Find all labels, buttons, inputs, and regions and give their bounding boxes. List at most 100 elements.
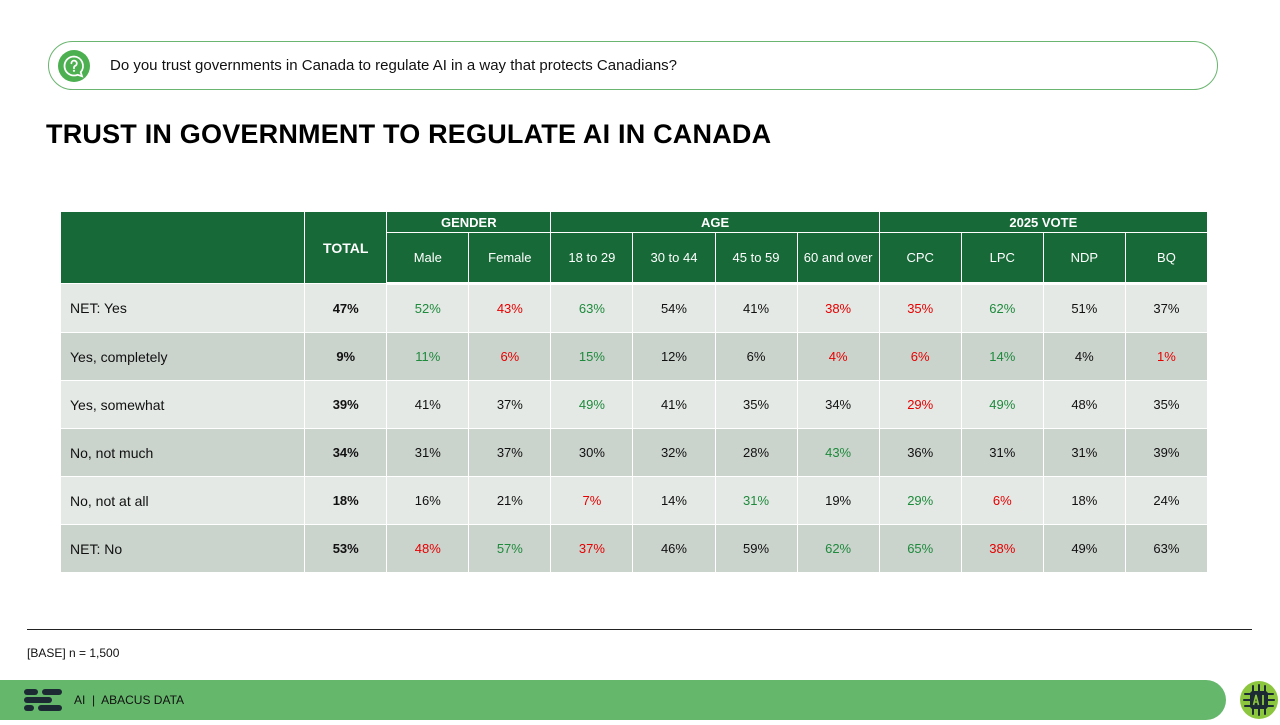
value-cell: 41% [714, 283, 798, 333]
column-header: CPC [878, 232, 962, 285]
footer-bar: AI | ABACUS DATA [0, 680, 1226, 720]
value-cell: 51% [1042, 283, 1126, 333]
value-cell: 63% [550, 283, 634, 333]
table-row: No, not at all 18% 16% 21% 7% 14% 31% 19% 29% 6% 1… [59, 476, 1209, 525]
value-cell: 34% [796, 380, 880, 429]
value-cell: 1% [1124, 332, 1209, 381]
total-cell: 18% [304, 476, 388, 525]
value-cell: 32% [632, 428, 716, 477]
value-cell: 19% [796, 476, 880, 525]
total-cell: 39% [304, 380, 388, 429]
question-text: Do you trust governments in Canada to re… [110, 57, 677, 74]
column-header: LPC [960, 232, 1044, 285]
value-cell: 43% [468, 283, 552, 333]
column-header: 30 to 44 [632, 232, 716, 285]
value-cell: 49% [960, 380, 1044, 429]
total-header: TOTAL [304, 211, 388, 284]
value-cell: 4% [796, 332, 880, 381]
value-cell: 35% [1124, 380, 1209, 429]
column-header: NDP [1042, 232, 1126, 285]
row-label: NET: Yes [59, 283, 306, 333]
value-cell: 63% [1124, 524, 1209, 573]
value-cell: 11% [386, 332, 470, 381]
column-header: 45 to 59 [714, 232, 798, 285]
row-label: No, not at all [59, 476, 306, 525]
value-cell: 52% [386, 283, 470, 333]
group-header-age: AGE [550, 211, 880, 233]
value-cell: 59% [714, 524, 798, 573]
value-cell: 15% [550, 332, 634, 381]
value-cell: 41% [386, 380, 470, 429]
column-header: 18 to 29 [550, 232, 634, 285]
value-cell: 48% [1042, 380, 1126, 429]
column-header: BQ [1124, 232, 1209, 285]
label-header [59, 211, 306, 284]
value-cell: 14% [960, 332, 1044, 381]
row-label: NET: No [59, 524, 306, 573]
table-row: Yes, somewhat 39% 41% 37% 49% 41% 35% 34% 29% 49%… [59, 380, 1209, 429]
value-cell: 65% [878, 524, 962, 573]
value-cell: 35% [714, 380, 798, 429]
value-cell: 6% [878, 332, 962, 381]
question-box: Do you trust governments in Canada to re… [48, 41, 1218, 90]
value-cell: 48% [386, 524, 470, 573]
footer-text: AI | ABACUS DATA [74, 693, 185, 707]
value-cell: 21% [468, 476, 552, 525]
value-cell: 4% [1042, 332, 1126, 381]
value-cell: 31% [386, 428, 470, 477]
question-chat-icon [58, 49, 90, 82]
abacus-logo-icon [24, 689, 64, 711]
page-title: TRUST IN GOVERNMENT TO REGULATE AI IN CA… [46, 119, 772, 149]
value-cell: 36% [878, 428, 962, 477]
table-row: No, not much 34% 31% 37% 30% 32% 28% 43% 36% 31% 3… [59, 428, 1209, 477]
value-cell: 46% [632, 524, 716, 573]
total-cell: 34% [304, 428, 388, 477]
column-header: Female [468, 232, 552, 285]
value-cell: 29% [878, 476, 962, 525]
value-cell: 35% [878, 283, 962, 333]
value-cell: 28% [714, 428, 798, 477]
value-cell: 6% [714, 332, 798, 381]
base-note: [BASE] n = 1,500 [27, 646, 120, 660]
value-cell: 18% [1042, 476, 1126, 525]
value-cell: 31% [1042, 428, 1126, 477]
value-cell: 30% [550, 428, 634, 477]
value-cell: 49% [1042, 524, 1126, 573]
table-row: NET: Yes 47% 52% 43% 63% 54% 41% 38% 35% 62% 51% 37… [59, 283, 1209, 333]
value-cell: 12% [632, 332, 716, 381]
value-cell: 38% [960, 524, 1044, 573]
value-cell: 37% [550, 524, 634, 573]
value-cell: 38% [796, 283, 880, 333]
column-header: 60 and over [796, 232, 880, 285]
group-header-vote: 2025 VOTE [878, 211, 1209, 233]
column-header: Male [386, 232, 470, 285]
total-cell: 53% [304, 524, 388, 573]
value-cell: 62% [796, 524, 880, 573]
ai-chip-badge-icon [1239, 680, 1279, 720]
table-row: Yes, completely 9% 11% 6% 15% 12% 6% 4% 6% 14% 4% 1… [59, 332, 1209, 381]
value-cell: 16% [386, 476, 470, 525]
value-cell: 37% [1124, 283, 1209, 333]
value-cell: 49% [550, 380, 634, 429]
value-cell: 6% [960, 476, 1044, 525]
value-cell: 39% [1124, 428, 1209, 477]
value-cell: 31% [714, 476, 798, 525]
value-cell: 43% [796, 428, 880, 477]
total-cell: 47% [304, 283, 388, 333]
value-cell: 62% [960, 283, 1044, 333]
value-cell: 37% [468, 380, 552, 429]
footer-divider [27, 629, 1252, 630]
crosstab-table: TOTAL GENDER AGE 2025 VOTE Male Female 1… [59, 211, 1209, 573]
table-body: NET: Yes 47% 52% 43% 63% 54% 41% 38% 35% 62% 51% 37… [59, 283, 1209, 573]
total-cell: 9% [304, 332, 388, 381]
value-cell: 31% [960, 428, 1044, 477]
group-header-gender: GENDER [386, 211, 552, 233]
value-cell: 24% [1124, 476, 1209, 525]
value-cell: 54% [632, 283, 716, 333]
row-label: Yes, completely [59, 332, 306, 381]
value-cell: 14% [632, 476, 716, 525]
value-cell: 29% [878, 380, 962, 429]
value-cell: 6% [468, 332, 552, 381]
row-label: No, not much [59, 428, 306, 477]
value-cell: 41% [632, 380, 716, 429]
